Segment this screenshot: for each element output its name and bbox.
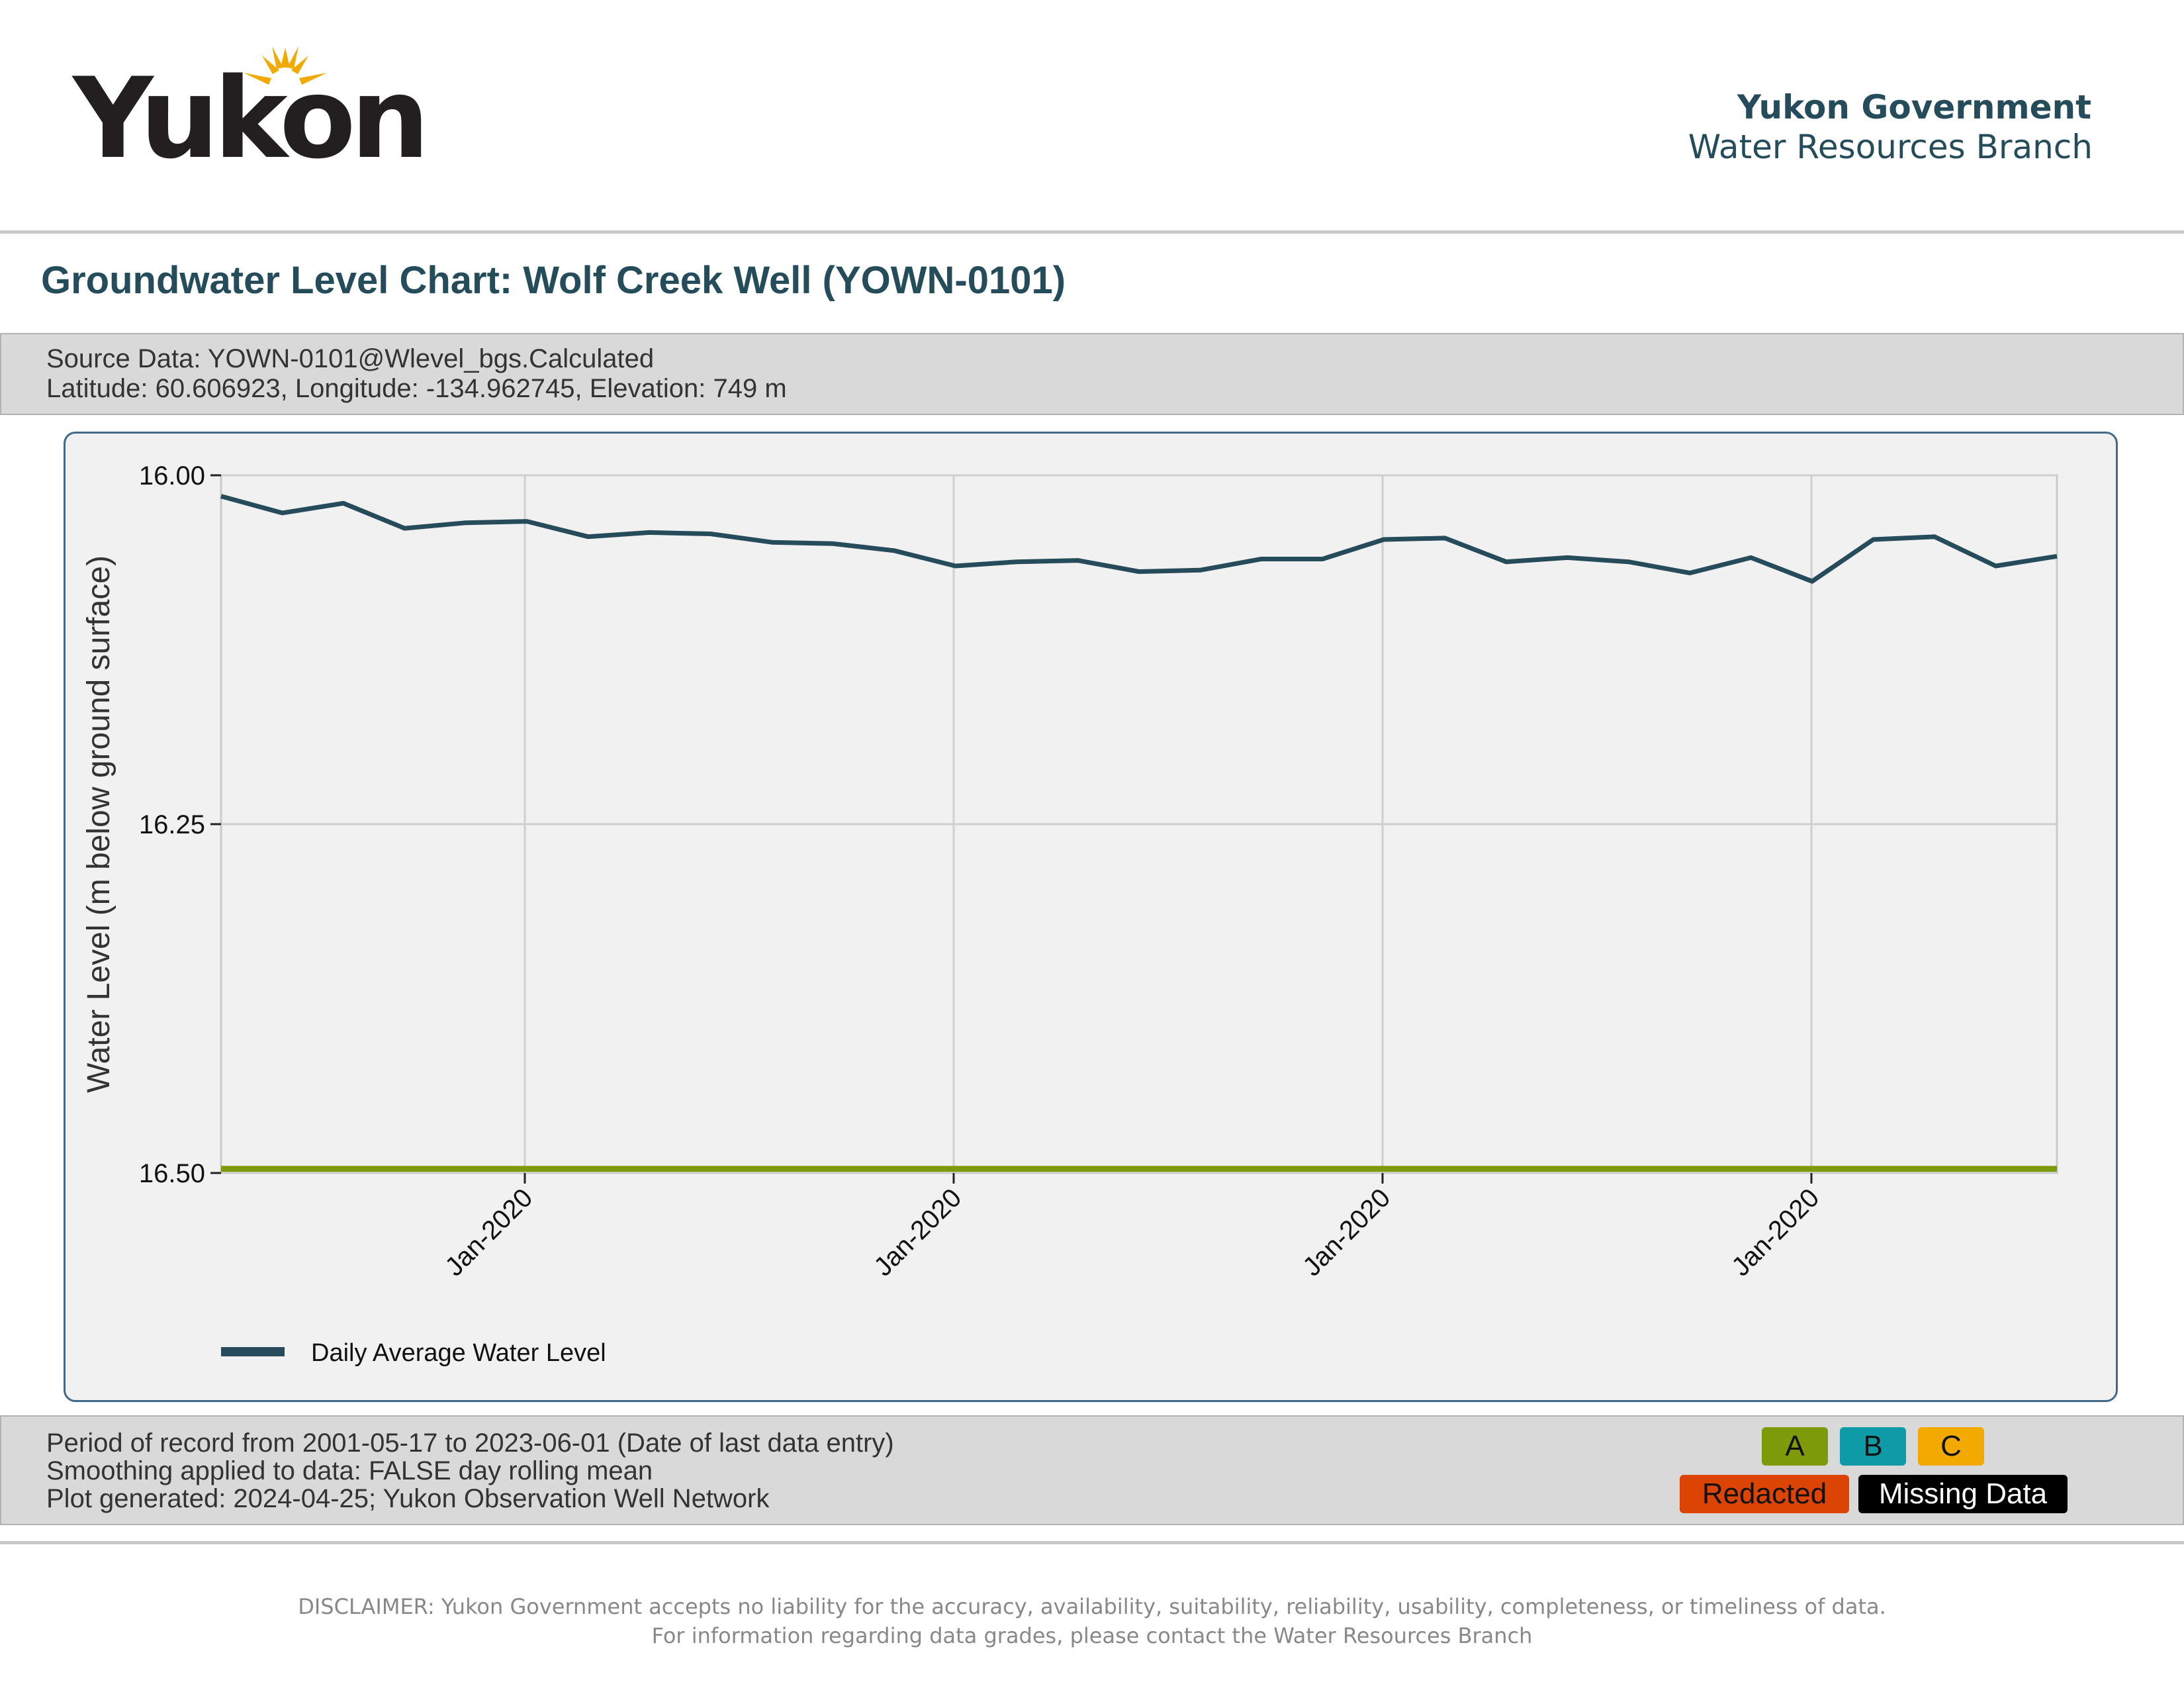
disclaimer-text: DISCLAIMER: Yukon Government accepts no …	[298, 1594, 1886, 1619]
source-data-text: Source Data: YOWN-0101@Wlevel_bgs.Calcul…	[46, 344, 655, 373]
location-text: Latitude: 60.606923, Longitude: -134.962…	[46, 374, 787, 403]
page-title: Groundwater Level Chart: Wolf Creek Well…	[41, 259, 1066, 302]
branch-name: Water Resources Branch	[1688, 128, 2093, 166]
chart-panel	[64, 432, 2118, 1402]
grade-b-badge: B	[1840, 1427, 1906, 1466]
yukon-logo: Yukon	[73, 54, 430, 183]
period-text: Period of record from 2001-05-17 to 2023…	[46, 1429, 894, 1458]
disclaimer-contact-text: For information regarding data grades, p…	[651, 1623, 1533, 1648]
record-info-band: Period of record from 2001-05-17 to 2023…	[0, 1415, 2184, 1525]
grade-a-badge: A	[1762, 1427, 1828, 1466]
grade-c-badge: C	[1918, 1427, 1984, 1466]
generated-text: Plot generated: 2024-04-25; Yukon Observ…	[46, 1484, 770, 1513]
smoothing-text: Smoothing applied to data: FALSE day rol…	[46, 1456, 653, 1485]
footer-divider	[0, 1541, 2184, 1544]
header-divider	[0, 230, 2184, 234]
org-name: Yukon Government	[1737, 88, 2091, 126]
missing-data-badge: Missing Data	[1858, 1475, 2068, 1513]
source-info-band: Source Data: YOWN-0101@Wlevel_bgs.Calcul…	[0, 333, 2184, 415]
redacted-badge: Redacted	[1680, 1475, 1849, 1513]
sun-logo-icon	[244, 46, 327, 85]
